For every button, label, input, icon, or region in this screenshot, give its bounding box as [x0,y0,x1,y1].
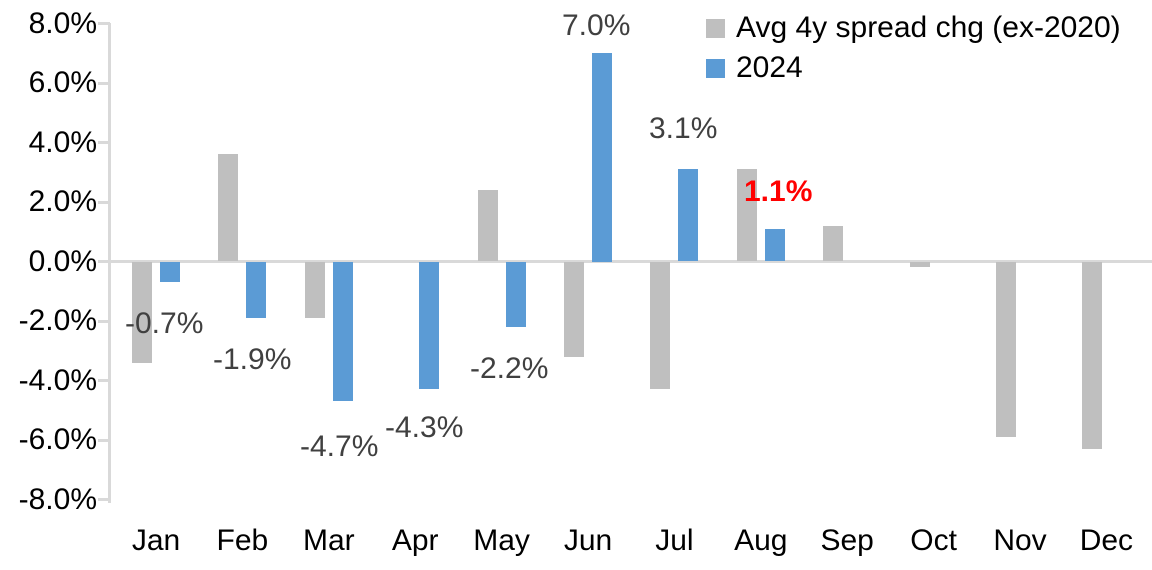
legend-swatch-avg [706,18,725,38]
data-label-aug: 1.1% [744,175,813,208]
x-axis-label-sep: Sep [820,524,874,557]
bar-y2024-jan [160,261,180,283]
bar-avg-mar [304,261,325,319]
bar-avg-oct [909,261,930,268]
bar-avg-feb [218,154,239,262]
legend-label-avg: Avg 4y spread chg (ex-2020) [736,11,1121,44]
x-axis-label-aug: Aug [734,524,788,557]
data-label-may: -2.2% [470,352,549,385]
x-axis-label-apr: Apr [391,524,439,557]
y-axis-label--2.0%: -2.0% [18,304,97,337]
y-axis-tick-4.0% [98,141,110,144]
y-axis-tick-2.0% [98,200,110,204]
bar-y2024-jun [592,53,612,262]
legend: Avg 4y spread chg (ex-2020) 2024 [706,8,1121,88]
bar-y2024-apr [419,261,440,390]
y-axis-tick--8.0% [98,498,110,501]
y-axis-label--6.0%: -6.0% [18,423,97,456]
bar-avg-may [477,190,498,262]
y-axis-label-0.0%: 0.0% [28,244,97,278]
x-axis-label-jan: Jan [131,524,181,557]
y-axis-label--8.0%: -8.0% [18,482,97,516]
data-label-mar: -4.7% [300,430,379,463]
y-axis-line [108,23,111,503]
data-label-jun: 7.0% [562,9,631,42]
bar-avg-jun [564,261,584,357]
y-axis-tick-8.0% [98,22,110,25]
y-axis-label-2.0%: 2.0% [28,185,97,218]
legend-label-2024: 2024 [736,51,803,84]
legend-item-2024: 2024 [706,48,1121,88]
y-axis-label-4.0%: 4.0% [28,125,97,159]
bar-avg-dec [1082,261,1103,449]
bar-y2024-aug [764,228,785,262]
bar-y2024-feb [246,261,267,319]
x-axis-label-jun: Jun [563,524,613,557]
y-axis-tick-6.0% [98,81,110,85]
x-axis-label-nov: Nov [993,524,1047,557]
legend-swatch-2024 [706,58,725,78]
bar-avg-aug [736,169,757,262]
x-axis-label-may: May [473,524,530,557]
bar-y2024-mar [332,261,353,402]
zero-gridline [110,260,1152,263]
y-axis-tick--2.0% [98,319,110,323]
x-axis-label-mar: Mar [302,524,355,557]
data-label-feb: -1.9% [213,343,292,376]
y-axis-label-6.0%: 6.0% [28,66,97,99]
x-axis-label-jul: Jul [655,524,694,557]
bar-avg-jul [650,261,671,390]
y-axis-tick--6.0% [98,438,110,442]
bar-avg-jan [132,261,152,363]
x-axis-label-feb: Feb [216,524,269,557]
x-axis-label-dec: Dec [1079,524,1134,557]
bar-y2024-may [505,261,526,327]
data-label-jan: -0.7% [125,307,204,340]
y-axis-label--4.0%: -4.0% [18,363,97,397]
y-axis-tick--4.0% [98,379,110,382]
data-label-apr: -4.3% [385,411,464,444]
y-axis-label-8.0%: 8.0% [28,6,97,40]
legend-item-avg: Avg 4y spread chg (ex-2020) [706,8,1121,48]
bar-y2024-jul [678,169,699,262]
y-axis-tick-0.0% [98,260,110,263]
bar-avg-sep [823,225,844,262]
data-label-jul: 3.1% [649,112,718,145]
bar-avg-nov [996,261,1016,438]
x-axis-label-oct: Oct [910,524,957,557]
